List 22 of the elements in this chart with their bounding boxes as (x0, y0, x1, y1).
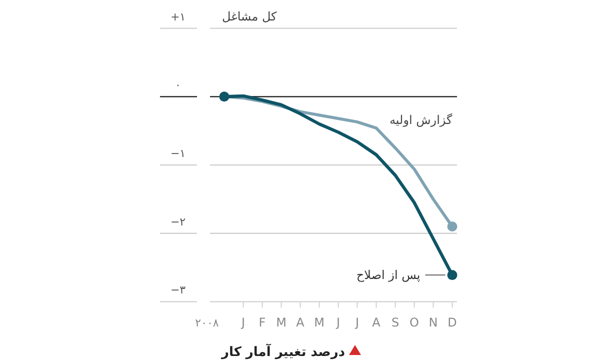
x-tick-label: A (372, 316, 382, 330)
y-tick-label: −۲ (170, 215, 186, 228)
x-tick-label: D (448, 316, 457, 330)
x-tick-label: F (258, 316, 266, 330)
chart-subtitle: کل مشاغل (222, 9, 278, 24)
y-tick-label: +۱ (170, 10, 186, 24)
x-tick-label: J (240, 316, 246, 330)
x-axis-title: ۲۰۰۸ (195, 316, 219, 330)
x-tick-label: M (276, 316, 286, 330)
x-tick-label: O (410, 316, 419, 330)
x-tick-label: S (391, 316, 400, 330)
x-tick-label: M (314, 316, 324, 330)
x-tick-label: J (354, 316, 360, 330)
series-label: گزارش اولیه (389, 113, 453, 128)
text: درصد تغییر آمار کار (220, 343, 346, 360)
y-tick-label: ۰ (175, 78, 181, 92)
y-tick-label: −۳ (170, 284, 186, 297)
text: پس از اصلاح (356, 268, 420, 282)
x-tick-label: J (335, 316, 340, 330)
x-tick-label: A (296, 316, 306, 330)
y-tick-label: −۱ (170, 147, 186, 160)
x-tick-label: N (428, 316, 438, 330)
